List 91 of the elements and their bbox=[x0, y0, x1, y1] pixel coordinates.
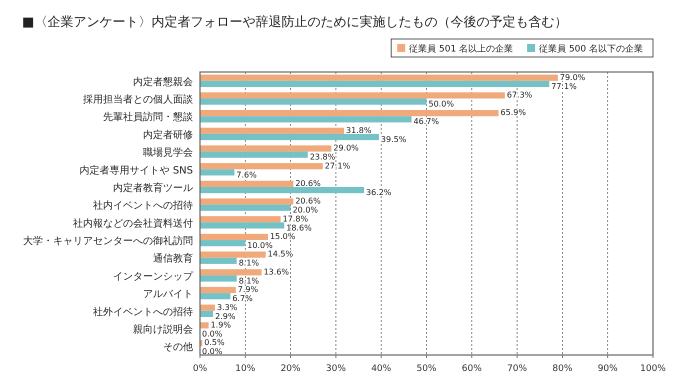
bar bbox=[200, 80, 550, 88]
y-tick-label: 親向け説明会 bbox=[133, 323, 193, 336]
data-label: 36.2% bbox=[366, 188, 392, 197]
bar bbox=[200, 252, 266, 258]
y-tick-label: アルバイト bbox=[143, 289, 193, 300]
data-label: 65.9% bbox=[500, 108, 526, 118]
data-label: 13.6% bbox=[264, 267, 290, 276]
bar bbox=[200, 310, 214, 317]
x-tick-label: 40% bbox=[371, 364, 392, 374]
data-label: 67.3% bbox=[506, 90, 533, 100]
data-label: 7.6% bbox=[236, 170, 258, 180]
y-tick-label: 採用担当者との個人面談 bbox=[83, 94, 193, 106]
data-label: 79.0% bbox=[560, 72, 586, 82]
bar bbox=[200, 163, 323, 170]
bar bbox=[200, 145, 332, 152]
data-label: 14.5% bbox=[268, 250, 294, 259]
x-tick-label: 80% bbox=[552, 364, 573, 374]
bar bbox=[200, 286, 236, 294]
y-tick-label: 社内イベントへの招待 bbox=[93, 200, 193, 212]
data-label: 2.9% bbox=[215, 312, 236, 321]
y-tick-label: 社内報などの会社資料送付 bbox=[73, 217, 193, 230]
data-label: 31.8% bbox=[346, 126, 372, 135]
data-label: 29.0% bbox=[333, 144, 360, 153]
data-label: 3.3% bbox=[216, 302, 238, 312]
x-tick-label: 100% bbox=[640, 364, 666, 374]
bar bbox=[200, 293, 230, 300]
y-tick-label: その他 bbox=[163, 341, 193, 354]
bar bbox=[200, 152, 308, 158]
data-label: 0.0% bbox=[202, 329, 223, 338]
bar bbox=[200, 204, 291, 211]
bar bbox=[200, 180, 294, 187]
bar bbox=[200, 322, 209, 328]
y-tick-label: 社外イベントへの招待 bbox=[93, 306, 193, 318]
legend-label: 従業員 500 名以下の企業 bbox=[539, 44, 643, 54]
y-tick-label: 内定者研修 bbox=[143, 128, 193, 141]
bar bbox=[200, 116, 412, 122]
bar bbox=[200, 186, 364, 194]
data-label: 20.6% bbox=[295, 178, 322, 188]
y-tick-label: 内定者専用サイトや SNS bbox=[80, 164, 193, 176]
x-tick-label: 60% bbox=[462, 364, 482, 374]
data-label: 20.0% bbox=[292, 206, 318, 215]
data-label: 50.0% bbox=[428, 100, 454, 109]
y-tick-label: 内定者懇親会 bbox=[133, 76, 193, 88]
legend-label: 従業員 501 名以上の企業 bbox=[409, 44, 514, 54]
data-label: 10.0% bbox=[247, 241, 274, 250]
data-label: 18.6% bbox=[286, 223, 312, 232]
data-label: 6.7% bbox=[232, 294, 254, 304]
data-label: 0.0% bbox=[202, 347, 223, 356]
data-label: 8.1% bbox=[238, 276, 260, 286]
bar bbox=[200, 128, 344, 134]
bar bbox=[200, 110, 499, 116]
x-tick-label: 20% bbox=[280, 364, 302, 374]
data-label: 39.5% bbox=[380, 134, 407, 144]
bar bbox=[200, 240, 246, 246]
bar bbox=[200, 134, 379, 140]
data-label: 0.5% bbox=[204, 338, 225, 348]
bar bbox=[200, 74, 558, 81]
y-tick-label: 職場見学会 bbox=[143, 146, 193, 159]
bar bbox=[200, 216, 281, 222]
data-label: 15.0% bbox=[270, 232, 296, 242]
y-tick-label: インターンシップ bbox=[113, 270, 194, 282]
y-tick-label: 内定者教育ツール bbox=[113, 182, 193, 194]
x-tick-label: 30% bbox=[326, 364, 346, 374]
data-label: 23.8% bbox=[310, 152, 336, 162]
bar bbox=[200, 198, 294, 205]
data-label: 77.1% bbox=[551, 82, 578, 91]
chart-title: ■〈企業アンケート〉内定者フォローや辞退防止のために実施したもの（今後の予定も含む） bbox=[22, 14, 568, 30]
bar bbox=[200, 269, 262, 276]
data-label: 1.9% bbox=[210, 320, 232, 330]
bar bbox=[200, 234, 268, 240]
x-tick-label: 0% bbox=[192, 364, 208, 374]
bar bbox=[200, 258, 237, 264]
data-label: 17.8% bbox=[282, 214, 308, 224]
bar bbox=[200, 169, 234, 176]
y-tick-label: 大学・キャリアセンターへの御礼訪問 bbox=[23, 235, 193, 248]
bar bbox=[200, 275, 237, 282]
data-label: 8.1% bbox=[238, 258, 260, 268]
data-label: 27.1% bbox=[324, 161, 351, 170]
bar bbox=[200, 222, 284, 229]
data-label: 46.7% bbox=[414, 117, 440, 126]
x-tick-label: 50% bbox=[416, 364, 437, 374]
bar bbox=[200, 98, 426, 105]
x-tick-label: 90% bbox=[598, 364, 618, 374]
x-tick-label: 10% bbox=[235, 364, 256, 374]
x-tick-label: 70% bbox=[507, 364, 528, 374]
y-tick-label: 通信教育 bbox=[153, 252, 193, 265]
bar bbox=[200, 304, 215, 311]
data-label: 7.9% bbox=[238, 285, 259, 294]
y-tick-label: 先輩社員訪問・懇談 bbox=[103, 111, 193, 124]
bar bbox=[200, 92, 505, 99]
data-label: 20.6% bbox=[295, 196, 322, 206]
